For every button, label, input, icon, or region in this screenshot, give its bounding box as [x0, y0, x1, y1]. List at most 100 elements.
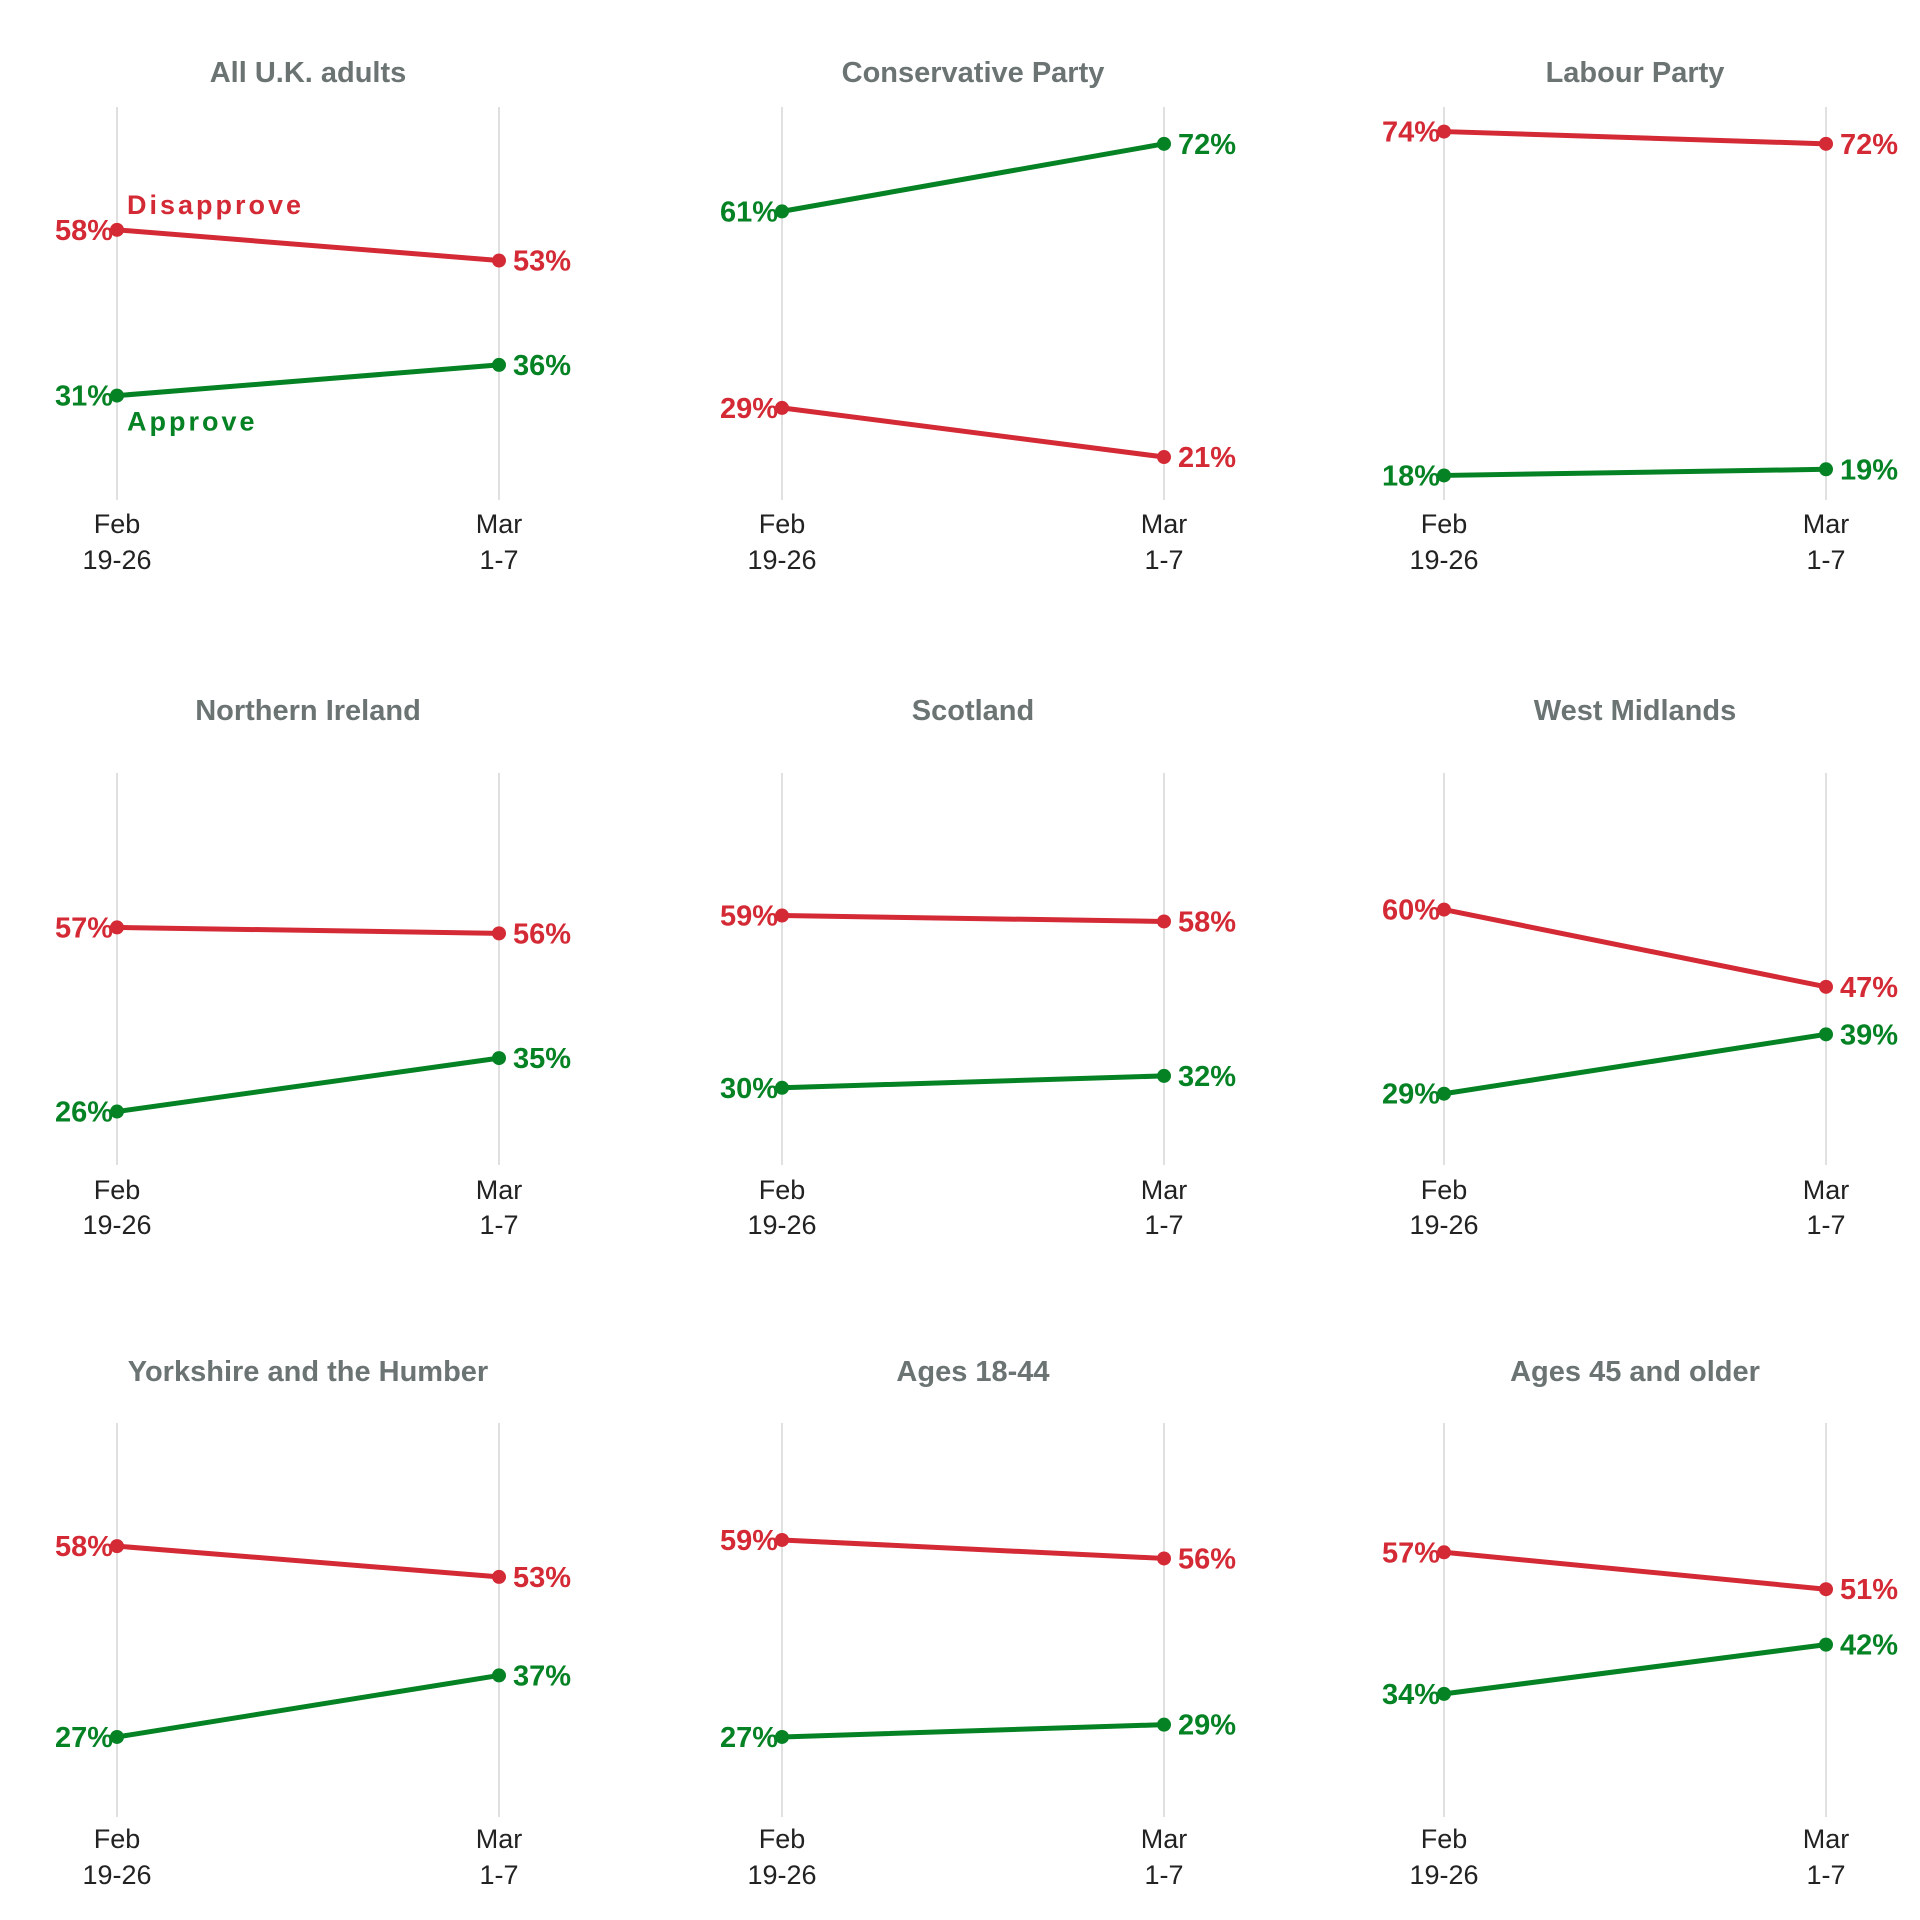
data-point-approve	[1157, 1717, 1171, 1732]
series-line-approve	[1441, 1642, 1829, 1697]
x-tick-label: 19-26	[82, 1860, 151, 1890]
data-point-approve	[775, 204, 789, 219]
data-point-approve	[1157, 136, 1171, 151]
series-line-disapprove	[114, 1543, 502, 1580]
data-label-approve: 31%	[55, 381, 113, 413]
x-tick-label: 1-7	[1806, 545, 1845, 575]
data-label-disapprove: 74%	[1382, 117, 1440, 149]
data-point-disapprove	[1157, 450, 1171, 465]
data-label-disapprove: 59%	[720, 901, 778, 933]
data-label-disapprove: 57%	[1382, 1537, 1440, 1569]
data-label-approve: 27%	[55, 1722, 113, 1754]
data-label-disapprove: 51%	[1840, 1574, 1898, 1606]
data-point-disapprove	[1437, 1545, 1451, 1560]
data-point-disapprove	[492, 1569, 506, 1584]
data-point-approve	[110, 388, 124, 403]
series-line-disapprove	[779, 913, 1167, 924]
data-label-approve: 36%	[513, 350, 571, 382]
data-label-disapprove: 53%	[513, 1562, 571, 1594]
chart-panel: All U.K. adults Feb 19-26 Mar 1-7 58% 53% 31% 36…	[55, 57, 571, 575]
x-tick-label: 1-7	[1144, 1210, 1183, 1240]
x-tick-label: 19-26	[1409, 545, 1478, 575]
chart-panel: Yorkshire and the Humber Feb 19-26 Mar 1-7 58…	[55, 1356, 571, 1890]
x-tick-label: 1-7	[479, 1860, 518, 1890]
x-tick-label: 19-26	[747, 545, 816, 575]
x-tick-label: Feb	[759, 1175, 806, 1205]
data-label-disapprove: 58%	[55, 1531, 113, 1563]
data-point-approve	[110, 1729, 124, 1744]
data-point-approve	[775, 1080, 789, 1095]
x-tick-label: Feb	[759, 1824, 806, 1854]
x-tick-label: 19-26	[82, 1210, 151, 1240]
chart-panel: Scotland Feb 19-26 Mar 1-7 59% 58% 30% 32%	[720, 695, 1236, 1240]
series-line-disapprove	[779, 405, 1167, 460]
data-point-approve	[1819, 462, 1833, 477]
data-point-disapprove	[775, 400, 789, 415]
data-point-disapprove	[110, 222, 124, 237]
data-point-disapprove	[1437, 902, 1451, 917]
panel-title: All U.K. adults	[210, 57, 407, 89]
data-label-approve: 39%	[1840, 1019, 1898, 1051]
series-line-disapprove	[1441, 1549, 1829, 1592]
series-line-approve	[779, 1073, 1167, 1091]
series-line-disapprove	[114, 227, 502, 264]
legend-disapprove: Disapprove	[127, 190, 304, 220]
x-tick-label: 1-7	[479, 545, 518, 575]
x-tick-label: 1-7	[1806, 1210, 1845, 1240]
x-tick-label: Mar	[1141, 509, 1188, 539]
series-line-approve	[114, 362, 502, 399]
panel-title: Ages 18-44	[896, 1356, 1049, 1388]
x-tick-label: Feb	[94, 1175, 141, 1205]
data-point-approve	[110, 1104, 124, 1119]
x-tick-label: Feb	[1421, 1175, 1468, 1205]
data-label-approve: 61%	[720, 196, 778, 228]
data-point-disapprove	[1437, 124, 1451, 139]
x-tick-label: 1-7	[1806, 1860, 1845, 1890]
data-point-disapprove	[492, 253, 506, 268]
legend-approve: Approve	[127, 407, 258, 437]
x-tick-label: 19-26	[747, 1860, 816, 1890]
data-point-approve	[1437, 1086, 1451, 1101]
panel-title: Conservative Party	[842, 57, 1105, 89]
data-label-disapprove: 47%	[1840, 972, 1898, 1004]
series-line-disapprove	[114, 924, 502, 936]
chart-panel: Ages 18-44 Feb 19-26 Mar 1-7 59% 56% 27% 29%	[720, 1356, 1236, 1890]
data-label-approve: 35%	[513, 1043, 571, 1075]
x-tick-label: Mar	[476, 509, 523, 539]
data-point-approve	[775, 1729, 789, 1744]
x-tick-label: 19-26	[82, 545, 151, 575]
x-tick-label: 1-7	[1144, 1860, 1183, 1890]
data-point-disapprove	[1157, 1551, 1171, 1566]
data-point-approve	[1437, 1686, 1451, 1701]
data-label-disapprove: 21%	[1178, 442, 1236, 474]
data-point-approve	[1819, 1637, 1833, 1652]
series-line-approve	[779, 141, 1167, 214]
series-line-disapprove	[1441, 129, 1829, 147]
data-label-approve: 34%	[1382, 1679, 1440, 1711]
x-tick-label: Feb	[94, 1824, 141, 1854]
series-line-approve	[1441, 466, 1829, 478]
series-line-approve	[1441, 1031, 1829, 1097]
chart-panel: West Midlands Feb 19-26 Mar 1-7 60% 47% 29% 39%	[1382, 695, 1898, 1240]
data-label-approve: 18%	[1382, 460, 1440, 492]
data-label-disapprove: 58%	[55, 215, 113, 247]
data-label-approve: 29%	[1382, 1079, 1440, 1111]
data-point-disapprove	[775, 908, 789, 923]
series-line-disapprove	[779, 1537, 1167, 1561]
data-point-disapprove	[775, 1532, 789, 1547]
x-tick-label: Mar	[1141, 1824, 1188, 1854]
data-label-approve: 30%	[720, 1073, 778, 1105]
x-tick-label: 19-26	[1409, 1210, 1478, 1240]
x-tick-label: Mar	[1141, 1175, 1188, 1205]
data-label-approve: 19%	[1840, 454, 1898, 486]
x-tick-label: Mar	[1803, 509, 1850, 539]
data-label-approve: 27%	[720, 1722, 778, 1754]
data-label-approve: 29%	[1178, 1710, 1236, 1742]
x-tick-label: Feb	[759, 509, 806, 539]
x-tick-label: Mar	[476, 1824, 523, 1854]
series-line-approve	[779, 1722, 1167, 1740]
panel-title: Ages 45 and older	[1510, 1356, 1760, 1388]
data-point-approve	[1819, 1027, 1833, 1042]
data-label-approve: 72%	[1178, 129, 1236, 161]
